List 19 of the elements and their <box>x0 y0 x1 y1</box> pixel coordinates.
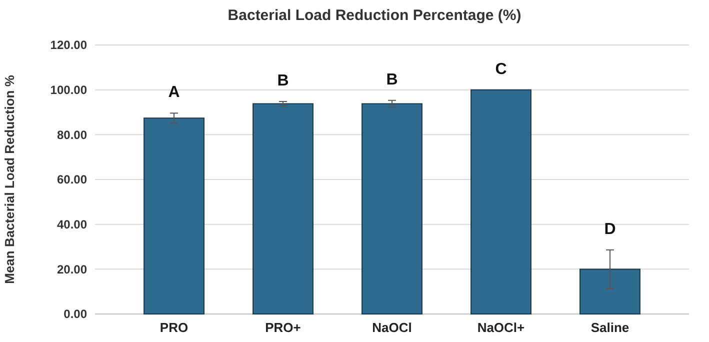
annotation: A <box>168 84 180 102</box>
x-tick-label: NaOCl+ <box>477 320 526 335</box>
y-tick-label: 60.00 <box>56 172 88 187</box>
chart-title: Bacterial Load Reduction Percentage (%) <box>228 7 522 24</box>
annotation: B <box>386 71 398 88</box>
y-tick-label: 120.00 <box>50 38 88 52</box>
x-tick-label: PRO+ <box>265 320 302 335</box>
x-tick-label: NaOCl <box>372 320 412 335</box>
y-tick-label: 40.00 <box>56 218 88 232</box>
x-tick-label: PRO <box>160 320 188 335</box>
y-tick-label: 20.00 <box>56 262 88 276</box>
y-tick-label: 100.00 <box>50 83 88 98</box>
x-tick-label: Saline <box>590 320 630 335</box>
annotation: D <box>604 220 616 238</box>
annotation: C <box>495 60 508 78</box>
y-axis-title: Mean Bacterial Load Reduction % <box>2 74 17 284</box>
y-tick-label: 0.00 <box>64 307 88 322</box>
annotation: B <box>277 72 289 90</box>
y-tick-label: 80.00 <box>56 128 88 142</box>
